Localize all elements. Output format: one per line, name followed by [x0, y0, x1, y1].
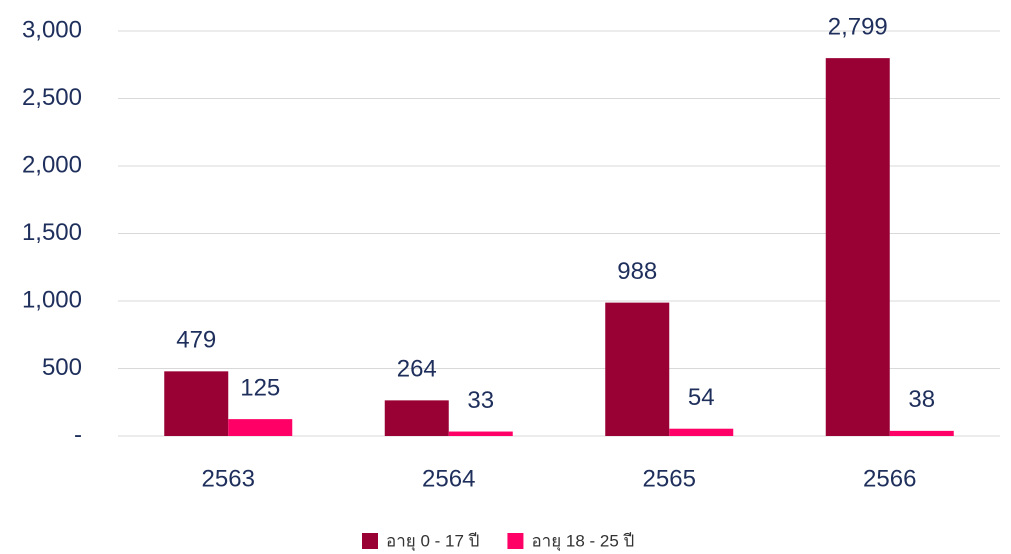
- legend-swatch: [362, 533, 378, 549]
- data-label: 54: [688, 384, 715, 411]
- legend-label: อายุ 18 - 25 ปี: [531, 531, 634, 551]
- legend-label: อายุ 0 - 17 ปี: [386, 531, 479, 551]
- x-tick-label: 2563: [202, 465, 255, 492]
- data-label: 125: [240, 374, 280, 401]
- legend-swatch: [507, 533, 524, 549]
- bar: [448, 431, 513, 436]
- bar: [669, 428, 734, 436]
- data-label: 479: [176, 327, 216, 354]
- data-label: 988: [617, 258, 657, 285]
- bar: [825, 58, 890, 436]
- x-tick-label: 2565: [643, 465, 696, 492]
- data-label: 33: [467, 387, 494, 414]
- bar: [228, 419, 293, 436]
- bar: [384, 400, 449, 436]
- y-tick-label: 2,000: [22, 151, 82, 178]
- y-tick-label: 3,000: [22, 16, 82, 43]
- y-tick-label: -: [74, 421, 82, 448]
- bar: [164, 371, 229, 436]
- x-tick-label: 2566: [863, 465, 916, 492]
- bar: [605, 302, 670, 436]
- y-tick-label: 2,500: [22, 84, 82, 111]
- data-label: 264: [397, 356, 437, 383]
- bar: [889, 430, 954, 436]
- x-tick-label: 2564: [422, 465, 475, 492]
- y-tick-label: 1,500: [22, 219, 82, 246]
- y-tick-label: 500: [42, 354, 82, 381]
- data-label: 38: [908, 386, 935, 413]
- data-label: 2,799: [828, 13, 888, 40]
- y-tick-label: 1,000: [22, 286, 82, 313]
